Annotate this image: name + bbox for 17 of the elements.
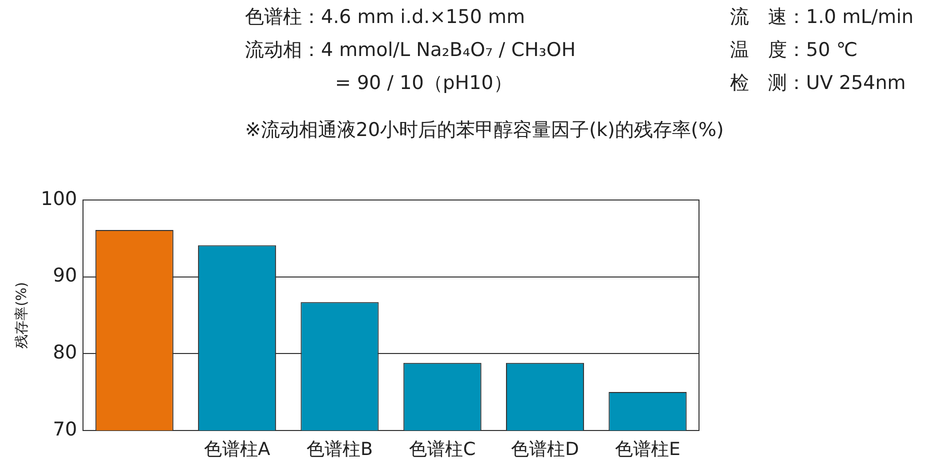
- x-tick-label: 色谱柱D: [511, 438, 579, 460]
- x-tick-label: 色谱柱B: [306, 438, 373, 460]
- x-tick-label: 色谱柱E: [614, 438, 680, 460]
- text: 色谱柱：4.6 mm i.d.×150 mm: [245, 5, 525, 30]
- x-tick-label: 色谱柱A: [204, 438, 271, 460]
- y-tick-label: 80: [52, 342, 78, 364]
- y-tick-label: 90: [52, 264, 78, 287]
- text: 流动相：4 mmol/L Na₂B₄O₇ / CH₃OH: [245, 38, 576, 63]
- text: 温 度：50 ℃: [730, 38, 858, 63]
- y-axis-title: 残存率(%): [14, 282, 30, 348]
- text: 检 测：UV 254nm: [730, 71, 906, 96]
- chart-title: ※流动相通液20小时后的苯甲醇容量因子(k)的残存率(%): [245, 118, 724, 143]
- text: = 90 / 10（pH10）: [335, 71, 512, 96]
- x-tick-label: 色谱柱C: [409, 438, 476, 460]
- text: 流 速：1.0 mL/min: [730, 5, 914, 30]
- y-tick-label: 100: [40, 188, 78, 210]
- y-tick-label: 70: [52, 418, 78, 440]
